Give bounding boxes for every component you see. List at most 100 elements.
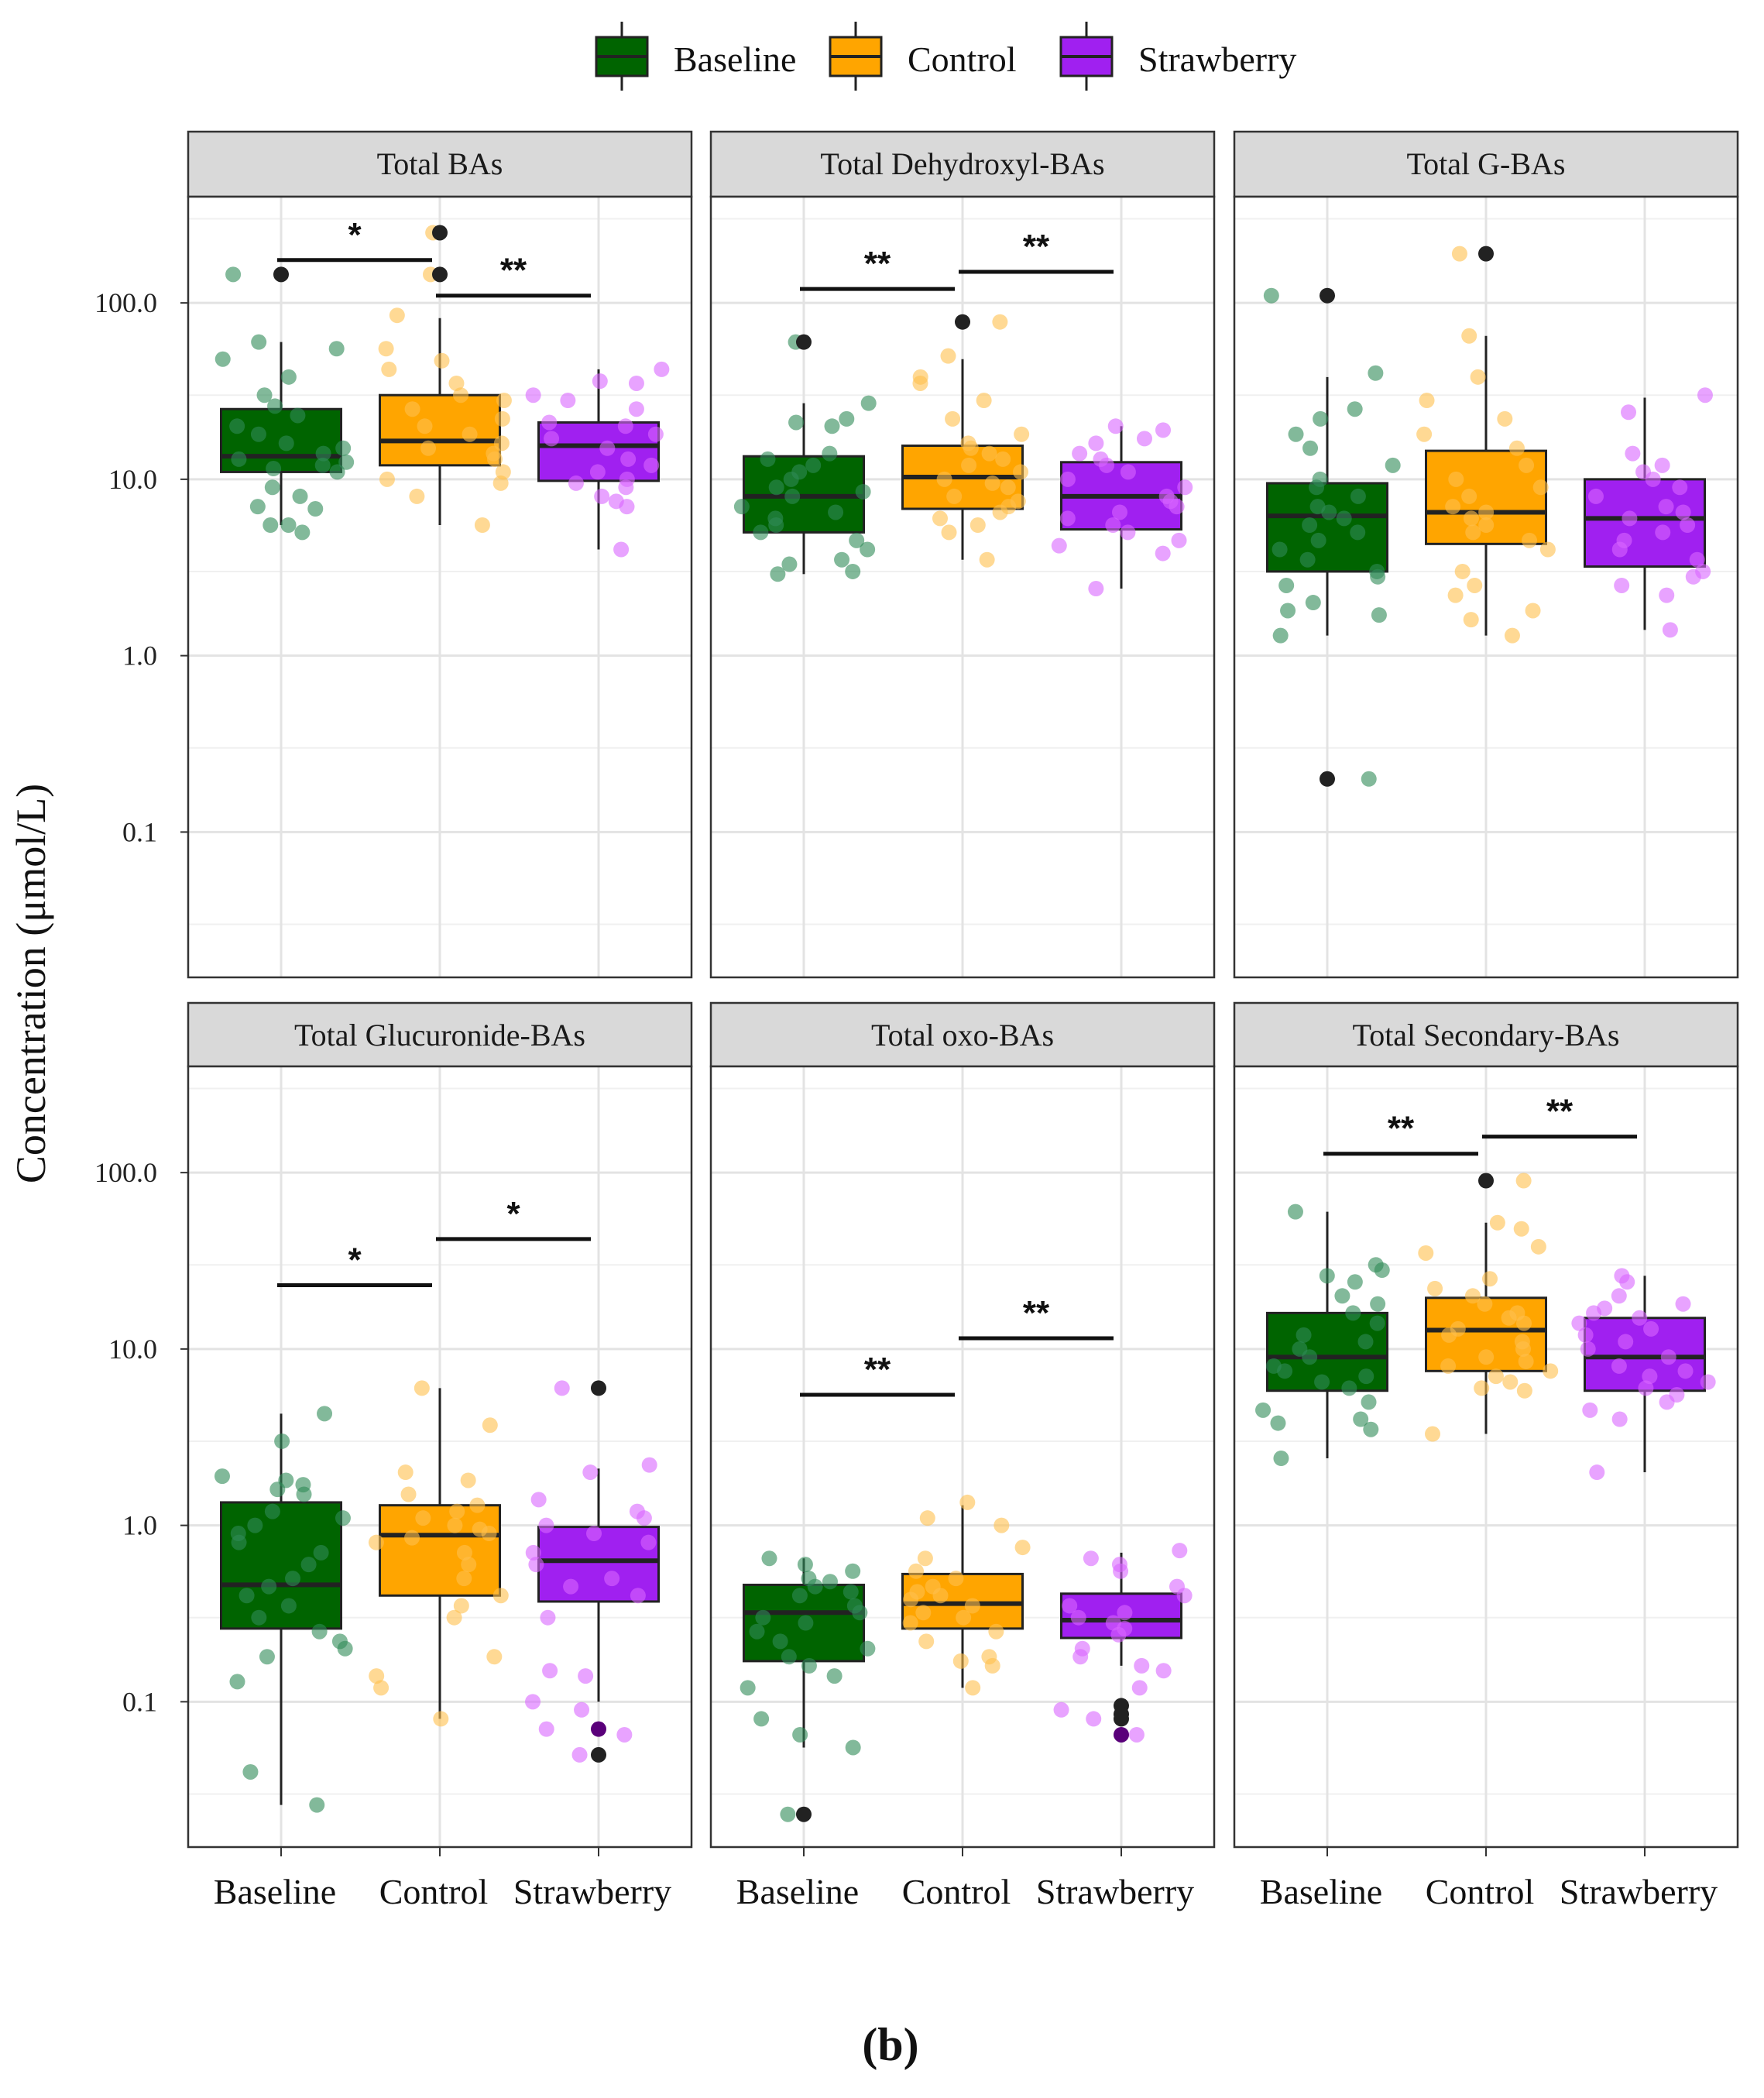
- data-point: [256, 387, 273, 403]
- data-point: [414, 1380, 430, 1396]
- outlier-point: [1478, 1173, 1494, 1189]
- data-point: [434, 352, 450, 369]
- data-point: [540, 1609, 556, 1626]
- data-point: [1614, 577, 1630, 593]
- data-point: [945, 410, 961, 427]
- data-point: [541, 414, 558, 431]
- data-point: [772, 1633, 788, 1650]
- data-point: [753, 524, 769, 541]
- data-point: [1474, 1380, 1490, 1396]
- data-point: [373, 1680, 390, 1696]
- data-point: [1518, 1353, 1534, 1369]
- data-point: [381, 361, 397, 377]
- data-point: [1677, 1363, 1694, 1379]
- data-point: [845, 1739, 861, 1756]
- data-point: [604, 1571, 620, 1587]
- data-point: [780, 1806, 796, 1822]
- data-point: [242, 1763, 259, 1780]
- significance-label: **: [864, 245, 891, 283]
- data-point: [1014, 1540, 1031, 1556]
- data-point: [1440, 1358, 1457, 1374]
- box-iqr: [220, 1501, 342, 1630]
- points-strawberry: [1571, 1268, 1716, 1481]
- x-tick-label: Baseline: [736, 1872, 859, 1911]
- data-point: [592, 373, 608, 390]
- data-point: [1525, 603, 1541, 619]
- data-point: [313, 1544, 329, 1561]
- panel-title: Total oxo-BAs: [871, 1018, 1054, 1052]
- data-point: [231, 1534, 247, 1550]
- data-point: [1418, 1245, 1434, 1261]
- data-point: [285, 1571, 301, 1587]
- data-point: [1155, 1663, 1172, 1679]
- data-point: [225, 266, 242, 283]
- data-point: [1305, 595, 1321, 611]
- data-point: [1464, 1288, 1481, 1304]
- data-point: [1501, 1310, 1517, 1326]
- data-point: [1105, 517, 1121, 533]
- data-point: [1347, 1274, 1363, 1290]
- data-point: [1488, 1368, 1504, 1385]
- data-point: [1580, 1341, 1596, 1357]
- data-point: [229, 1674, 245, 1690]
- data-point: [462, 426, 478, 442]
- data-point: [1662, 622, 1678, 638]
- panel-title: Total Secondary-BAs: [1353, 1018, 1620, 1052]
- data-point: [417, 418, 433, 434]
- data-point: [1504, 627, 1520, 644]
- box-control: [379, 1388, 501, 1719]
- data-point: [1543, 1363, 1559, 1379]
- significance-label: *: [348, 216, 362, 254]
- significance-label: **: [500, 252, 527, 290]
- data-point: [1478, 1349, 1495, 1365]
- data-point: [1272, 627, 1289, 644]
- data-point: [1497, 410, 1513, 427]
- legend-label: Strawberry: [1138, 39, 1296, 79]
- figure-caption: (b): [862, 2019, 918, 2070]
- data-point: [1530, 1238, 1546, 1255]
- panel-total-g-bas: Total G-BAs: [1233, 130, 1739, 979]
- points-strawberry: [525, 361, 670, 558]
- data-point: [1611, 1288, 1627, 1304]
- data-point: [1255, 1402, 1272, 1418]
- panel-strip: [187, 130, 693, 198]
- data-point: [860, 541, 876, 558]
- points-control: [368, 1380, 509, 1727]
- data-point: [296, 1486, 312, 1502]
- data-point: [755, 1609, 771, 1626]
- data-point: [1467, 577, 1483, 593]
- data-point: [1454, 563, 1471, 579]
- data-point: [1659, 1394, 1675, 1410]
- data-point: [594, 488, 610, 504]
- box-control: [379, 318, 501, 525]
- data-point: [617, 418, 633, 434]
- x-tick-label: Baseline: [1260, 1872, 1382, 1911]
- significance-label: **: [1023, 1294, 1050, 1332]
- data-point: [482, 1417, 498, 1434]
- data-point: [261, 1578, 277, 1595]
- data-point: [369, 1668, 385, 1684]
- data-point: [1296, 1327, 1312, 1343]
- data-point: [571, 1746, 588, 1763]
- data-point: [1675, 1296, 1691, 1312]
- data-point: [563, 1578, 579, 1595]
- data-point: [335, 440, 352, 456]
- data-point: [586, 1526, 602, 1542]
- data-point: [1513, 1221, 1529, 1237]
- data-point: [251, 1609, 267, 1626]
- data-point: [1273, 1451, 1289, 1467]
- points-control: [378, 225, 512, 533]
- data-point: [1169, 499, 1185, 515]
- data-point: [1482, 1271, 1498, 1287]
- data-point: [822, 445, 838, 462]
- data-point: [1618, 1334, 1634, 1350]
- data-point: [932, 1588, 949, 1604]
- x-tick-label: Control: [902, 1872, 1011, 1911]
- points-baseline: [733, 334, 877, 582]
- data-point: [733, 499, 750, 515]
- data-point: [781, 1649, 797, 1665]
- data-point: [1350, 488, 1366, 504]
- data-point: [640, 1534, 657, 1550]
- x-tick-label: Control: [1426, 1872, 1535, 1911]
